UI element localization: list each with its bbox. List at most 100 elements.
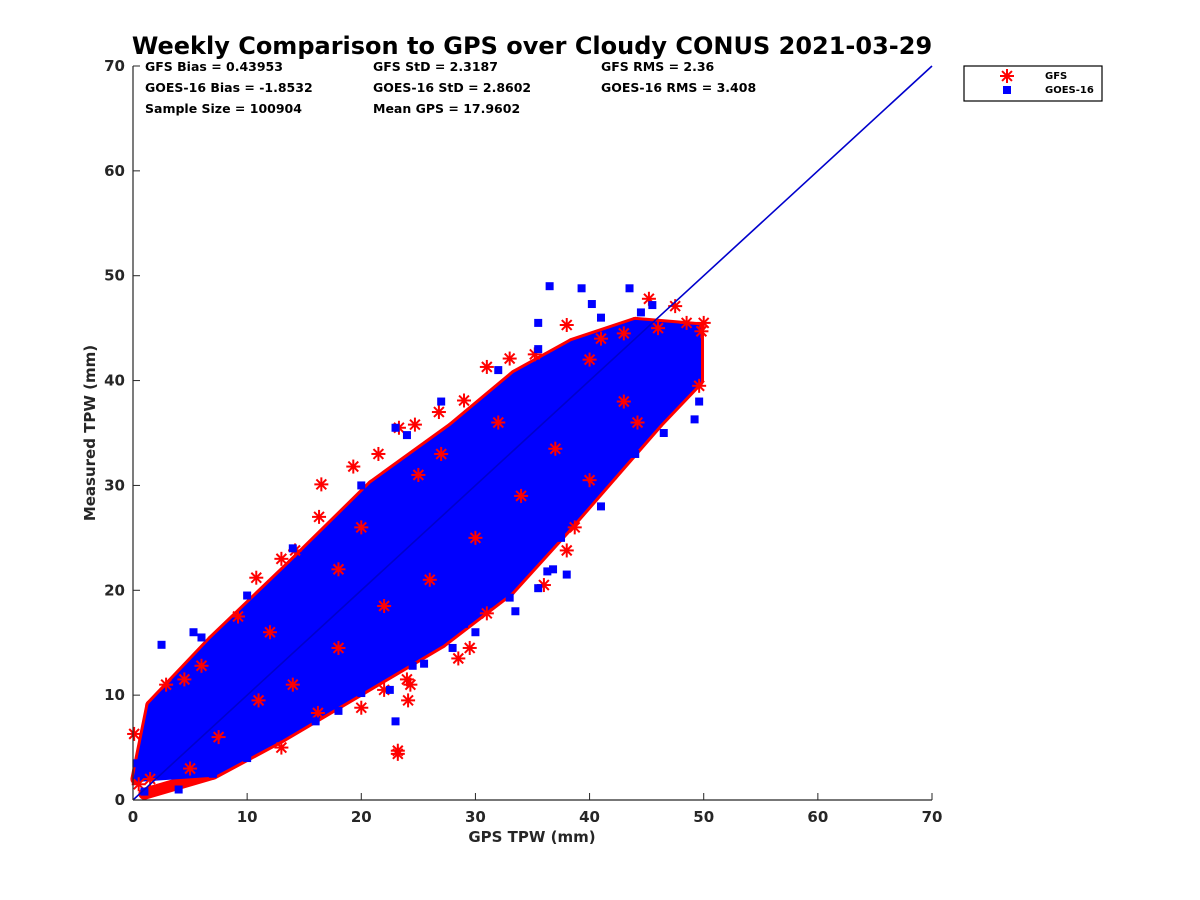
legend-goes16-marker [1003,86,1011,94]
stat-text: GFS RMS = 2.36 [601,59,715,74]
x-tick-label: 50 [693,808,714,826]
point-cloud [130,316,705,800]
gfs-point [274,551,289,566]
asterisk-stroke [631,416,644,429]
gfs-point [694,324,709,339]
gfs-point [331,640,346,655]
goes16-point [665,402,674,411]
asterisk-stroke [355,702,367,714]
gfs-point [194,658,209,673]
goes16-point [659,429,668,437]
y-tick-label: 10 [104,686,125,704]
legend: GFS GOES-16 [963,65,1103,102]
y-tick-label: 40 [104,372,125,390]
y-tick-label: 50 [104,267,125,285]
goes16-point [437,633,446,642]
gfs-point [559,543,574,558]
goes16-point [577,284,586,293]
gfs-point [514,488,529,503]
asterisk-stroke [409,418,421,431]
y-tick-label: 60 [104,162,125,180]
goes16-point [505,593,514,602]
asterisk-stroke [160,679,172,691]
gfs-point [567,520,582,535]
y-tick-label: 30 [104,476,125,494]
stat-text: Mean GPS = 17.9602 [373,101,520,116]
gfs-point [582,352,597,367]
goes16-point [402,539,411,548]
gfs-point [593,331,608,346]
asterisk-stroke [144,773,156,785]
goes16-point [197,633,206,642]
cloud-core-goes16 [133,319,702,783]
asterisk-stroke [464,642,476,654]
gfs-point [231,609,246,624]
asterisk-stroke [458,394,470,407]
goes16-point [334,602,343,611]
goes16-point [596,460,605,469]
gfs-point [457,393,472,408]
asterisk-stroke [392,748,404,760]
stat-text: GFS Bias = 0.43953 [145,59,283,74]
asterisk-stroke [583,353,596,366]
goes16-point [357,481,366,490]
goes16-point [437,397,446,406]
y-tick-label: 70 [104,57,125,75]
goes16-point [208,769,217,778]
asterisk-stroke [404,679,417,691]
goes16-point [557,533,566,542]
goes16-point [539,423,548,432]
asterisk-stroke [504,352,516,365]
x-tick-label: 60 [807,808,828,826]
gfs-point [401,693,416,708]
goes16-point [311,680,320,689]
stat-text: GOES-16 StD = 2.8602 [373,80,531,95]
legend-label: GOES-16 [1045,85,1094,96]
x-tick-label: 0 [128,808,138,826]
goes16-point [534,318,543,327]
gfs-point [696,315,711,330]
asterisk-stroke [332,563,345,575]
goes16-point [265,659,274,668]
gfs-point [183,761,198,776]
gfs-point [451,651,466,666]
goes16-point [345,659,354,668]
gfs-point [159,677,174,692]
asterisk-stroke [481,607,493,620]
goes16-point [511,607,520,616]
stat-text: Sample Size = 100904 [145,101,302,116]
goes16-point [380,633,389,642]
gfs-point [354,520,369,535]
goes16-point [682,350,691,359]
asterisk-stroke [652,322,664,334]
goes16-point [602,345,611,354]
asterisk-stroke [481,361,493,373]
asterisk-stroke [433,406,445,418]
x-tick-label: 10 [237,808,258,826]
asterisk-stroke [693,380,705,392]
goes16-point [596,502,605,511]
goes16-point [494,366,503,375]
goes16-point [288,544,297,553]
asterisk-stroke [355,521,367,534]
y-tick-label: 0 [115,791,125,809]
goes16-point [642,360,651,369]
y-tick-label: 20 [104,581,125,599]
gfs-point [249,570,264,585]
x-tick-label: 70 [922,808,943,826]
asterisk-stroke [452,652,464,665]
goes16-point [385,685,394,694]
asterisk-stroke [275,553,288,565]
asterisk-stroke [618,395,630,408]
x-tick-label: 20 [351,808,372,826]
goes16-point [562,376,571,385]
gfs-point [262,625,277,640]
asterisk-stroke [378,600,390,612]
goes16-point [174,785,183,794]
goes16-point [608,381,617,390]
asterisk-stroke [128,728,140,740]
asterisk-stroke [402,694,414,707]
asterisk-stroke [698,317,710,329]
x-tick-label: 30 [465,808,486,826]
